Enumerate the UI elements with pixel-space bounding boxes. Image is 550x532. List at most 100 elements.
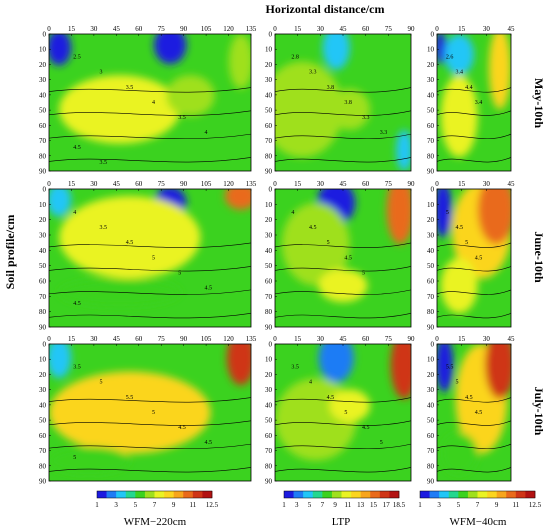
y-tick-label: 90: [265, 324, 273, 332]
contour-label: 4: [73, 210, 76, 216]
colorbar-tick-label: 5: [308, 501, 312, 509]
contour-region-3: [386, 189, 411, 245]
panel-frame: [436, 343, 512, 482]
x-tick-label: 30: [317, 180, 325, 188]
y-tick-label: 50: [427, 262, 435, 270]
contour-region-2: [59, 75, 181, 144]
colorbar-tick-label: 9: [495, 501, 499, 509]
x-tick-label: 135: [246, 180, 257, 188]
y-tick-label: 90: [427, 168, 435, 176]
contour-region-3: [49, 446, 130, 475]
y-tick-label: 50: [427, 417, 435, 425]
contour-region-2: [477, 189, 511, 245]
contour-label: 5: [362, 271, 365, 277]
contour-label: 5: [73, 455, 76, 461]
colorbar-frame: [283, 490, 400, 499]
y-tick-label: 20: [39, 371, 47, 379]
x-tick-label: 0: [273, 180, 277, 188]
y-tick-label: 80: [427, 152, 435, 160]
contour-region-1: [281, 202, 350, 286]
contour-panel-9: 5.5 5 4.5 4.5 0 15 30 45 0 10 20 30 40 50 60 70 80 90: [427, 335, 515, 486]
colorbar-swatch: [525, 491, 536, 498]
y-tick-label: 80: [39, 308, 47, 316]
x-tick-label: 15: [294, 25, 302, 33]
colorbar-swatch: [284, 491, 294, 498]
x-tick-label: 60: [135, 335, 143, 343]
y-tick-label: 0: [269, 186, 273, 194]
panel-frame: [48, 343, 252, 482]
y-tick-label: 90: [265, 168, 273, 176]
contour-label: 5: [327, 240, 330, 246]
contour-label: 4: [205, 130, 208, 136]
y-tick-label: 80: [265, 308, 273, 316]
y-tick-label: 40: [427, 91, 435, 99]
contour-label: 4.5: [456, 225, 464, 231]
y-tick-label: 40: [39, 401, 47, 409]
colorbar-swatch: [360, 491, 371, 498]
colorbar-swatch: [106, 491, 117, 498]
colorbar-frame: [419, 490, 536, 499]
y-tick-label: 90: [39, 168, 47, 176]
contour-region-1: [49, 371, 211, 454]
y-tick-label: 60: [265, 278, 273, 286]
y-tick-label: 30: [427, 386, 435, 394]
x-tick-label: 15: [294, 335, 302, 343]
x-tick-label: 135: [246, 25, 257, 33]
contour-region-3: [390, 344, 411, 399]
colorbar-swatch: [183, 491, 194, 498]
colorbar-tick-label: 7: [476, 501, 480, 509]
colorbar-3: 1 3 5 7 9 11 12.5: [418, 490, 542, 509]
y-tick-label: 80: [427, 462, 435, 470]
contour-line: [275, 266, 411, 272]
contour-region-2: [329, 88, 371, 130]
y-tick-label: 70: [427, 293, 435, 301]
y-tick-label: 20: [39, 216, 47, 224]
colorbar-tick-label: 17: [383, 501, 391, 509]
y-tick-label: 60: [427, 122, 435, 130]
y-tick-label: 40: [427, 247, 435, 255]
colorbar-swatch: [506, 491, 517, 498]
contour-label: 3.4: [475, 100, 483, 106]
x-tick-label: 60: [362, 180, 370, 188]
contour-line: [275, 420, 411, 426]
x-tick-label: 15: [458, 25, 466, 33]
x-tick-label: 15: [294, 180, 302, 188]
contour-label: 3.5: [178, 115, 186, 121]
contour-region-3: [396, 129, 411, 171]
contour-label: 4.5: [178, 425, 186, 431]
contour-label: 4.5: [344, 255, 352, 261]
colorbar-swatch: [448, 491, 459, 498]
colorbar-tick-label: 1: [282, 501, 286, 509]
colorbar-swatch: [135, 491, 146, 498]
contour-region-1: [154, 34, 187, 65]
colorbar-swatch: [293, 491, 304, 498]
y-tick-label: 70: [39, 137, 47, 145]
y-tick-label: 80: [427, 308, 435, 316]
y-tick-label: 60: [265, 122, 273, 130]
y-tick-label: 20: [265, 216, 273, 224]
colorbar-tick-label: 1: [418, 501, 422, 509]
x-tick-label: 60: [362, 25, 370, 33]
colorbar-tick-label: 11: [345, 501, 352, 509]
colorbar-label-ltp: LTP: [332, 516, 351, 528]
y-tick-label: 30: [39, 76, 47, 84]
contour-region-0: [437, 189, 452, 238]
x-tick-label: 45: [508, 180, 516, 188]
colorbar-label-wfm220: WFM−220cm: [124, 516, 187, 528]
x-tick-label: 45: [340, 335, 348, 343]
contour-panel-8: 3.544.554.550 15 30 45 60 75 90010203040506070…: [265, 335, 415, 486]
x-tick-label: 30: [90, 25, 98, 33]
contour-label: 3.4: [456, 70, 464, 76]
contour-panel-4: 4 3.5 4.5 5 5 4.5 4.5 0 15 30 45 60 75 90 105 120 135 0 10…: [39, 180, 257, 332]
colorbar-tick-label: 3: [437, 501, 441, 509]
y-tick-label: 70: [39, 293, 47, 301]
x-tick-label: 45: [113, 25, 121, 33]
contour-region-2: [440, 75, 478, 158]
contour-panel-6: 5 4.5 5 4.5 0 15 30 45 0 10 20 30 40 50 60 70 80 90: [427, 180, 516, 332]
y-tick-label: 20: [427, 371, 435, 379]
y-tick-label: 30: [265, 386, 273, 394]
contour-label: 3.5: [291, 365, 299, 371]
colorbar-tick-label: 11: [189, 501, 196, 509]
x-tick-label: 90: [180, 180, 188, 188]
y-tick-label: 40: [39, 247, 47, 255]
